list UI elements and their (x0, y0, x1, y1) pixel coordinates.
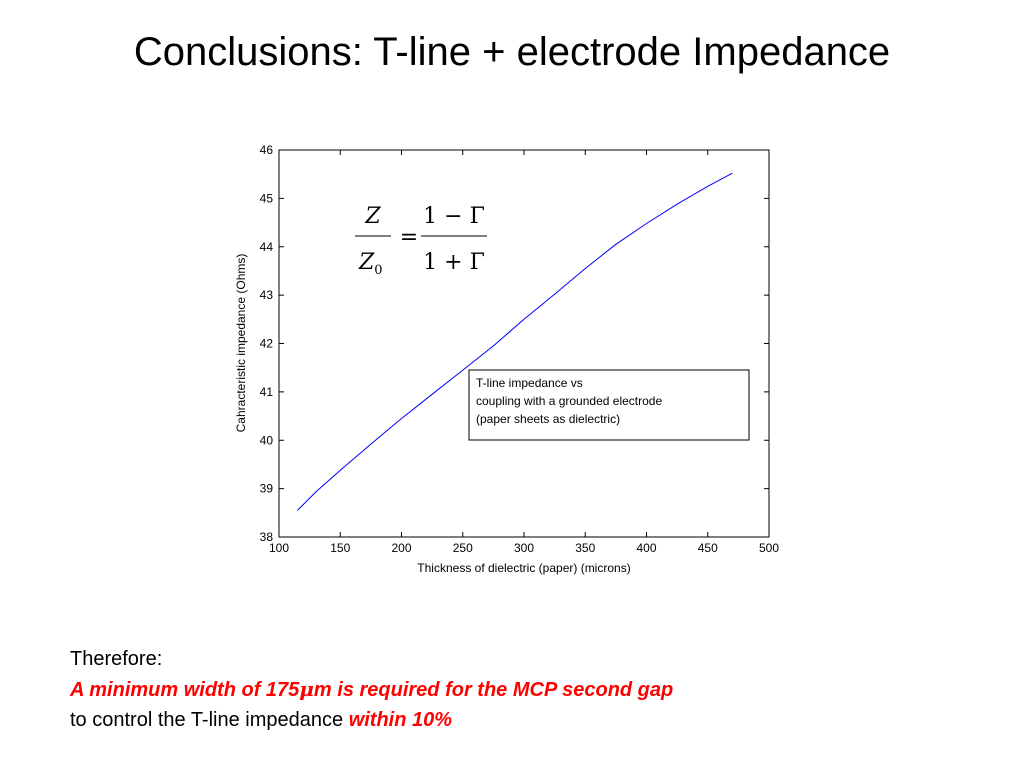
conclusion-purpose: to control the T-line impedance within 1… (70, 705, 673, 735)
requirement-text-end: m is required for the MCP second gap (313, 679, 674, 701)
y-tick-label: 38 (260, 530, 274, 544)
y-tick-label: 40 (260, 433, 274, 447)
conclusion-block: Therefore: A minimum width of 175μm is r… (70, 644, 673, 735)
x-tick-label: 150 (330, 541, 350, 555)
impedance-curve (297, 172, 733, 511)
purpose-text: to control the T-line impedance (70, 709, 349, 731)
formula-equals: = (400, 225, 418, 250)
formula-z0-symbol: Z (358, 250, 375, 275)
x-tick-label: 100 (269, 541, 289, 555)
formula-rhs-denominator: 1 + Γ (423, 250, 485, 275)
conclusion-requirement: A minimum width of 175μm is required for… (70, 674, 673, 705)
mu-symbol: μ (299, 677, 314, 701)
x-axis-label: Thickness of dielectric (paper) (microns… (417, 561, 630, 575)
series-group (297, 172, 733, 511)
formula-z0: Z0 (358, 250, 383, 278)
y-tick-label: 41 (260, 385, 274, 399)
y-axis-label: Cahracteristic impedance (Ohms) (234, 254, 248, 433)
x-tick-label: 300 (514, 541, 534, 555)
impedance-formula: Z Z0 = 1 − Γ 1 + Γ (355, 204, 487, 278)
y-tick-label: 43 (260, 288, 274, 302)
y-tick-label: 39 (260, 482, 274, 496)
annotation-line-2: coupling with a grounded electrode (476, 394, 662, 408)
tolerance-emphasis: within 10% (348, 709, 453, 731)
annotation-box: T-line impedance vs coupling with a grou… (468, 369, 750, 441)
impedance-chart: 100 150 200 250 300 350 400 450 5003839404142434… (234, 143, 780, 575)
x-tick-label: 250 (453, 541, 473, 555)
tick-labels: 100 150 200 250 300 350 400 450 5003839404142434… (260, 143, 780, 555)
requirement-text-start: A minimum width of 175 (70, 679, 300, 701)
conclusion-intro: Therefore: (70, 648, 163, 670)
y-tick-label: 45 (260, 191, 274, 205)
y-tick-label: 42 (260, 337, 274, 351)
x-tick-label: 350 (575, 541, 595, 555)
slide-title: Conclusions: T-line + electrode Impedanc… (133, 30, 891, 74)
annotation-frame (468, 369, 750, 441)
plot-area-border (278, 149, 770, 538)
y-tick-label: 46 (260, 143, 274, 157)
annotation-line-1: T-line impedance vs (476, 376, 583, 390)
x-tick-label: 200 (391, 541, 411, 555)
formula-rhs-numerator: 1 − Γ (423, 204, 485, 229)
plot-frame (278, 149, 770, 538)
y-tick-label: 44 (260, 240, 274, 254)
x-tick-label: 500 (759, 541, 779, 555)
axis-ticks (278, 149, 770, 538)
x-tick-label: 450 (698, 541, 718, 555)
formula-z: Z (364, 204, 381, 229)
annotation-line-3: (paper sheets as dielectric) (476, 412, 620, 426)
formula-z0-subscript: 0 (374, 263, 382, 278)
x-tick-label: 400 (636, 541, 656, 555)
